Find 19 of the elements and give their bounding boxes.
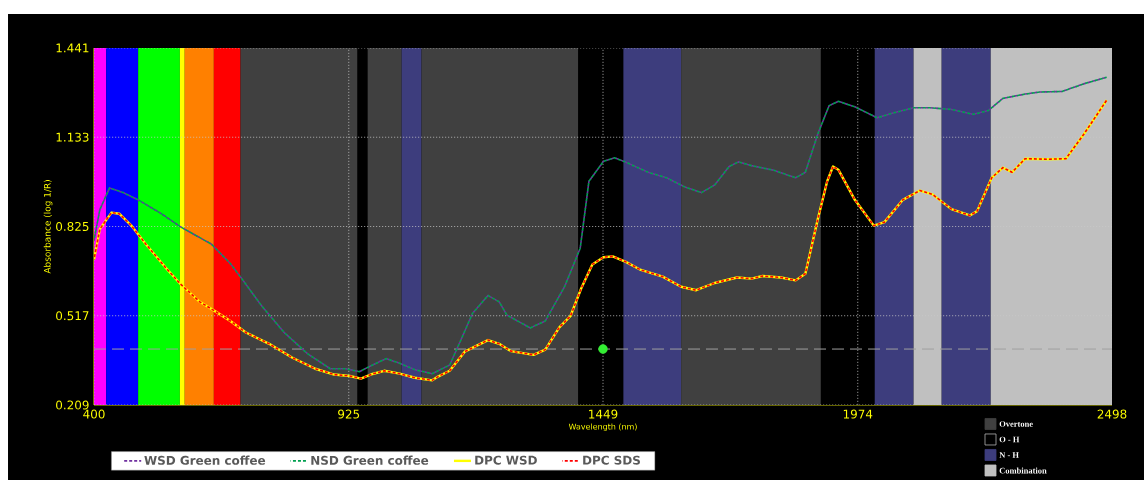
x-tick-label: 1449 — [589, 409, 618, 419]
legend-label: Overtone — [999, 421, 1033, 427]
y-tick-label: 0.825 — [56, 221, 89, 232]
y-tick-label: 1.133 — [56, 132, 89, 142]
y-tick-label: 0.517 — [56, 311, 89, 321]
y-tick-label: 1.441 — [56, 43, 89, 53]
x-tick-label: 2498 — [1097, 409, 1127, 419]
x-tick-label: 400 — [83, 409, 105, 419]
legend-label: O - H — [999, 436, 1020, 443]
legend-label: DPC WSD — [475, 455, 537, 465]
legend-label: Combination — [999, 467, 1047, 474]
legend-label: WSD Green coffee — [144, 455, 266, 465]
legend-label: NSD Green coffee — [311, 455, 429, 465]
y-axis-title: Absorbance (log 1/R) — [43, 180, 53, 274]
x-tick-label: 1974 — [843, 409, 873, 419]
y-tick-label: 0.209 — [56, 400, 89, 410]
legend-label: DPC SDS — [583, 455, 640, 465]
x-tick-label: 925 — [338, 409, 360, 419]
legend-label: N - H — [999, 452, 1019, 458]
